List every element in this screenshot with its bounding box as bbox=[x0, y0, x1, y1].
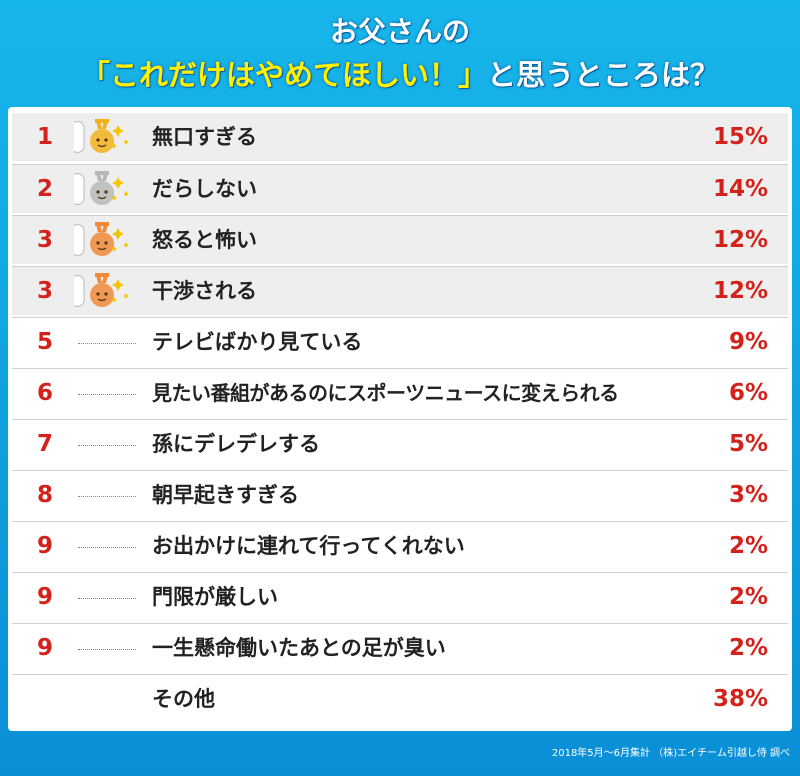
dotted-leader bbox=[78, 343, 136, 344]
percentage-value: 12% bbox=[712, 227, 768, 253]
item-label: 見たい番組があるのにスポーツニュースに変えられる bbox=[152, 381, 619, 405]
table-row: 3 干渉される 12% bbox=[12, 266, 788, 315]
table-row: 2 だらしない 14% bbox=[12, 164, 788, 213]
title-line-2: 「これだけはやめてほしい！」と思うところは？ bbox=[0, 52, 800, 94]
rank-label: 2 bbox=[36, 176, 53, 202]
table-row: 9 門限が厳しい 2% bbox=[12, 572, 788, 621]
bronze-medal-icon bbox=[71, 267, 138, 315]
item-label: 一生懸命働いたあとの足が臭い bbox=[152, 636, 446, 660]
percentage-value: 9% bbox=[728, 329, 768, 355]
ranking-panel: 1 無口すぎる 15% 2 だらしない 14% 3 怒ると怖い 12% 3 干渉される 12% 5 テレビ… bbox=[8, 107, 792, 731]
gold-medal-icon bbox=[71, 113, 138, 161]
title-rest: と思うところは？ bbox=[487, 58, 720, 92]
percentage-value: 3% bbox=[728, 482, 768, 508]
source-note: 2018年5月〜6月集計 （株)エイチーム引越し侍 調べ bbox=[551, 748, 790, 759]
dotted-leader bbox=[78, 547, 136, 548]
percentage-value: 6% bbox=[728, 380, 768, 406]
item-label: 無口すぎる bbox=[152, 125, 257, 149]
table-row: その他 38% bbox=[12, 674, 788, 723]
item-label: 門限が厳しい bbox=[152, 585, 278, 609]
dotted-leader bbox=[78, 649, 136, 650]
item-label: 朝早起きすぎる bbox=[152, 483, 299, 507]
item-label: だらしない bbox=[152, 177, 257, 201]
percentage-value: 2% bbox=[728, 584, 768, 610]
chart-title: お父さんの 「これだけはやめてほしい！」と思うところは？ bbox=[0, 0, 800, 108]
rank-label: 3 bbox=[36, 278, 53, 304]
item-label: その他 bbox=[152, 687, 215, 711]
rank-label: 9 bbox=[36, 533, 53, 559]
item-label: 孫にデレデレする bbox=[152, 432, 320, 456]
rank-label: 8 bbox=[36, 482, 53, 508]
rank-label: 3 bbox=[36, 227, 53, 253]
percentage-value: 2% bbox=[728, 533, 768, 559]
silver-medal-icon bbox=[71, 165, 138, 213]
title-line-1: お父さんの bbox=[329, 15, 470, 48]
percentage-value: 5% bbox=[728, 431, 768, 457]
table-row: 8 朝早起きすぎる 3% bbox=[12, 470, 788, 519]
table-row: 7 孫にデレデレする 5% bbox=[12, 419, 788, 468]
table-row: 9 一生懸命働いたあとの足が臭い 2% bbox=[12, 623, 788, 672]
percentage-value: 14% bbox=[712, 176, 768, 202]
rank-label: 5 bbox=[36, 329, 53, 355]
percentage-value: 2% bbox=[728, 635, 768, 661]
dotted-leader bbox=[78, 598, 136, 599]
item-label: 怒ると怖い bbox=[152, 228, 257, 252]
percentage-value: 15% bbox=[712, 124, 768, 150]
rank-label: 1 bbox=[36, 124, 53, 150]
rank-label: 9 bbox=[36, 584, 53, 610]
item-label: 干渉される bbox=[152, 279, 257, 303]
item-label: お出かけに連れて行ってくれない bbox=[152, 534, 465, 558]
rank-label: 7 bbox=[36, 431, 53, 457]
rank-label bbox=[12, 675, 78, 723]
rank-label: 9 bbox=[36, 635, 53, 661]
table-row: 3 怒ると怖い 12% bbox=[12, 215, 788, 264]
table-row: 5 テレビばかり見ている 9% bbox=[12, 317, 788, 366]
percentage-value: 12% bbox=[712, 278, 768, 304]
rank-label: 6 bbox=[36, 380, 53, 406]
dotted-leader bbox=[78, 445, 136, 446]
item-label: テレビばかり見ている bbox=[152, 330, 363, 354]
dotted-leader bbox=[78, 496, 136, 497]
table-row: 6 見たい番組があるのにスポーツニュースに変えられる 6% bbox=[12, 368, 788, 417]
table-row: 1 無口すぎる 15% bbox=[12, 113, 788, 161]
bronze-medal-icon bbox=[71, 216, 138, 264]
title-highlight: 「これだけはやめてほしい！」 bbox=[80, 58, 487, 92]
table-row: 9 お出かけに連れて行ってくれない 2% bbox=[12, 521, 788, 570]
dotted-leader bbox=[78, 394, 136, 395]
percentage-value: 38% bbox=[712, 686, 768, 712]
